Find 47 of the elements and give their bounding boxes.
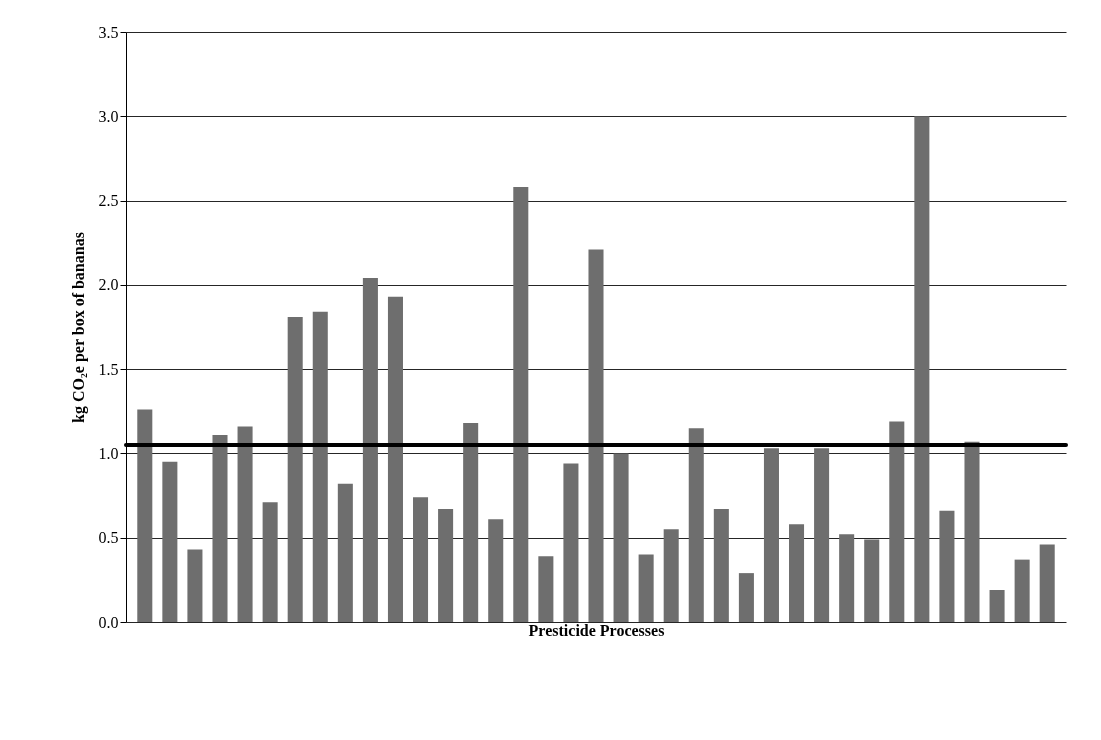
bar — [362, 278, 378, 622]
bar — [789, 524, 805, 622]
bar — [538, 556, 554, 622]
bar — [914, 116, 930, 622]
bar — [387, 296, 403, 622]
bar — [463, 423, 479, 622]
bar — [237, 426, 253, 622]
bar — [763, 448, 779, 622]
y-tick-label: 1.5 — [98, 360, 119, 378]
bar — [939, 510, 955, 622]
y-axis-title: kg CO₂e per box of bananas — [69, 232, 88, 423]
bar — [187, 549, 203, 622]
bar — [438, 509, 454, 622]
y-tick-label: 2.0 — [98, 276, 119, 294]
bar — [663, 529, 679, 622]
bar — [162, 461, 178, 622]
bar — [889, 421, 905, 622]
y-tick-label: 3.5 — [98, 23, 119, 41]
bar — [688, 428, 704, 622]
y-tick-label: 3.0 — [98, 107, 119, 125]
bar — [588, 249, 604, 622]
bar — [413, 497, 429, 622]
bar — [137, 409, 153, 622]
y-tick-label: 1.0 — [98, 444, 119, 462]
bar — [488, 519, 504, 622]
bar — [964, 441, 980, 622]
y-tick-label: 0.0 — [98, 613, 119, 631]
bar — [989, 589, 1005, 622]
bar — [287, 316, 303, 622]
bar — [613, 453, 629, 622]
bar — [1039, 544, 1055, 622]
bar — [638, 554, 654, 622]
y-tick-label: 0.5 — [98, 529, 119, 547]
bar — [312, 311, 328, 622]
bar — [738, 573, 754, 622]
y-tick-label: 2.5 — [98, 192, 119, 210]
bar — [563, 463, 579, 622]
bar — [814, 448, 830, 622]
bar — [839, 534, 855, 622]
bar — [713, 509, 729, 622]
bar — [1014, 559, 1030, 622]
x-axis-title: Presticide Processes — [528, 621, 665, 639]
bar — [212, 434, 228, 622]
bar — [262, 502, 278, 622]
bar — [337, 483, 353, 622]
bar — [513, 187, 529, 622]
bar — [864, 539, 880, 622]
